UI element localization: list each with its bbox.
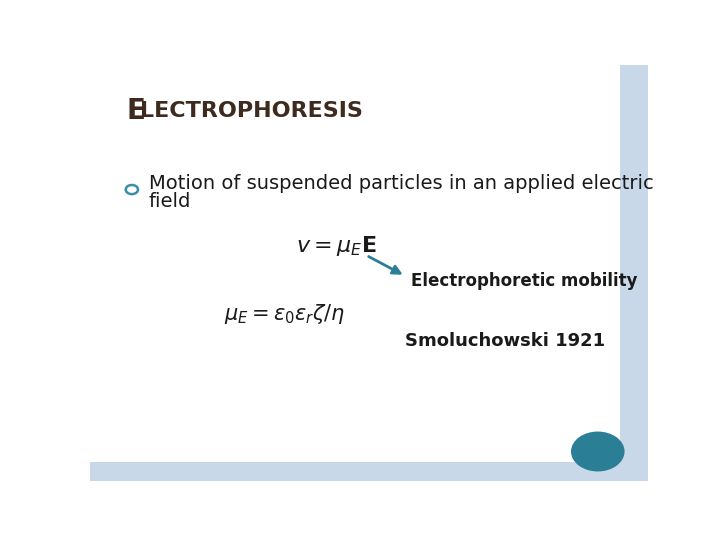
Text: LECTROPHORESIS: LECTROPHORESIS [140,100,363,120]
Bar [620,65,648,481]
Text: Electrophoretic mobility: Electrophoretic mobility [411,272,637,290]
Text: $\mu_E = \varepsilon_0\varepsilon_r\zeta/\eta$: $\mu_E = \varepsilon_0\varepsilon_r\zeta… [224,302,345,326]
Bar [90,462,648,481]
Text: $v = \mu_E\mathbf{E}$: $v = \mu_E\mathbf{E}$ [297,234,377,258]
Text: E: E [126,97,145,125]
Text: Motion of suspended particles in an applied electric: Motion of suspended particles in an appl… [148,174,653,193]
Circle shape [571,431,624,471]
Text: Smoluchowski 1921: Smoluchowski 1921 [405,332,606,350]
Text: field: field [148,192,191,211]
